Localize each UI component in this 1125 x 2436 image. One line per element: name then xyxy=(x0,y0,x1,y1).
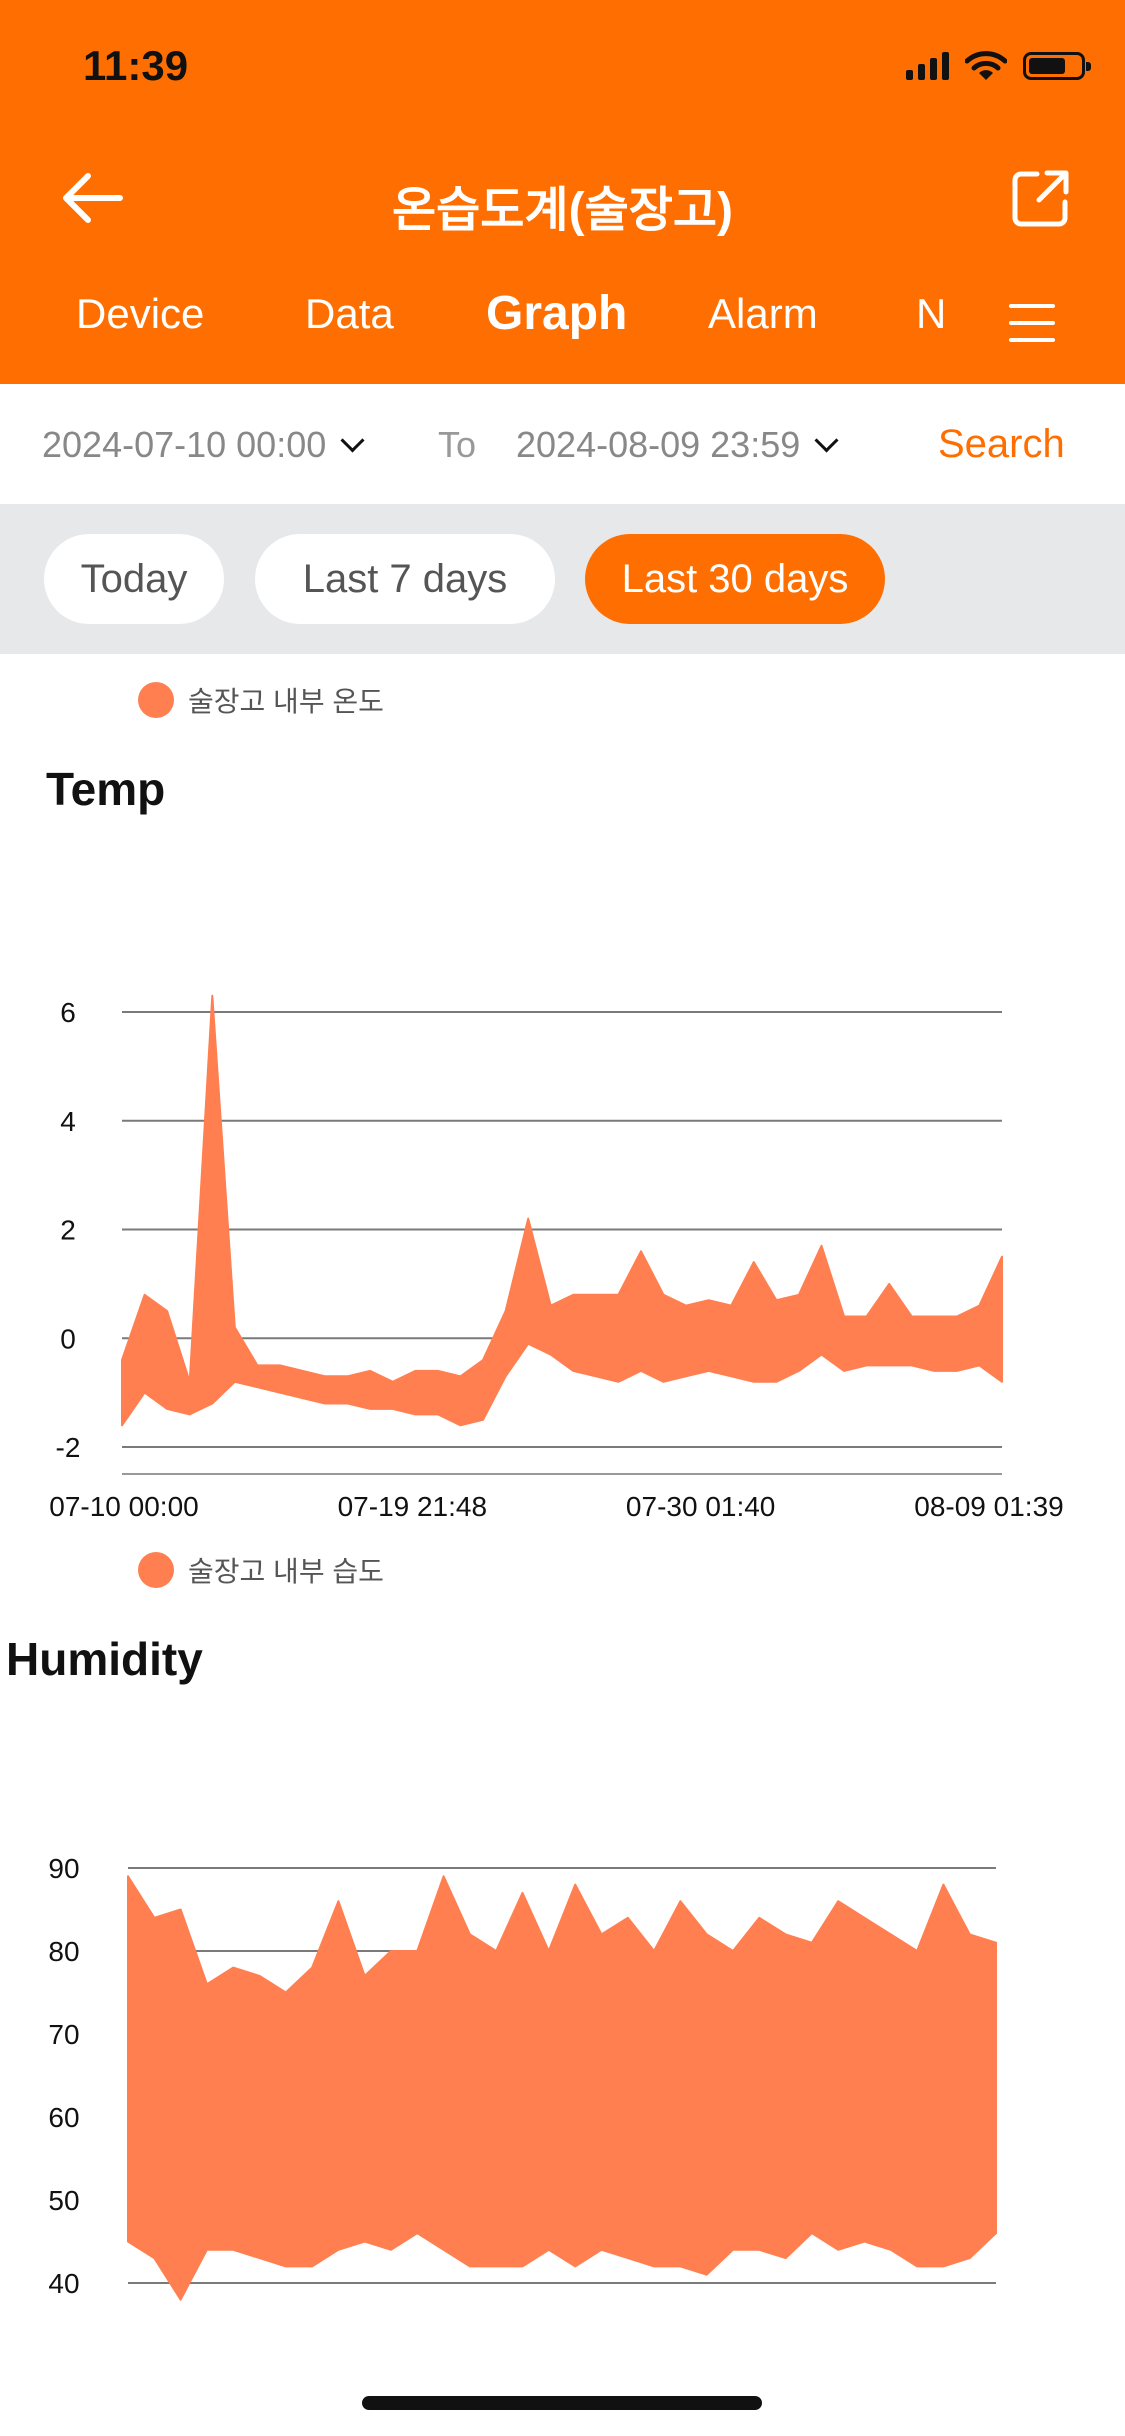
app-header: 11:39 온습도계(술장고) Device Data Graph Alarm … xyxy=(0,0,1125,384)
hamburger-menu-icon[interactable] xyxy=(1009,304,1055,344)
tab-bar: Device Data Graph Alarm N xyxy=(0,287,1125,360)
cellular-signal-icon xyxy=(906,52,949,80)
end-date-value: 2024-08-09 23:59 xyxy=(516,424,801,465)
page-title: 온습도계(술장고) xyxy=(391,184,734,237)
x-tick-label: 07-10 00:00 xyxy=(49,1491,198,1522)
legend-label: 술장고 내부 온도 xyxy=(188,686,384,717)
y-tick-label: 50 xyxy=(48,2185,79,2216)
y-tick-label: 40 xyxy=(48,2268,79,2299)
tab-alarm[interactable]: Alarm xyxy=(708,290,818,337)
to-label: To xyxy=(438,424,477,465)
last-30-days-button[interactable]: Last 30 days xyxy=(585,534,885,624)
date-range-bar: 2024-07-10 00:00 To 2024-08-09 23:59 Sea… xyxy=(0,384,1125,504)
humidity-chart: 90 80 70 60 50 40 xyxy=(48,1853,997,2301)
y-tick-label: 4 xyxy=(60,1106,76,1137)
share-icon[interactable] xyxy=(1011,168,1071,228)
wifi-icon xyxy=(965,51,1007,80)
y-tick-label: 6 xyxy=(60,997,76,1028)
humidity-chart-title: Humidity xyxy=(6,1633,203,1685)
legend-swatch xyxy=(138,682,174,718)
x-tick-label: 08-09 01:39 xyxy=(914,1491,1063,1522)
x-tick-label: 07-30 01:40 xyxy=(626,1491,775,1522)
series-area-0 xyxy=(121,994,1003,1427)
series-area-0 xyxy=(127,1875,997,2301)
battery-icon xyxy=(1023,52,1091,80)
temp-chart-title: Temp xyxy=(46,763,166,815)
back-arrow-icon[interactable] xyxy=(58,168,128,228)
start-date-picker[interactable]: 2024-07-10 00:00 xyxy=(42,424,365,466)
x-tick-label: 07-19 21:48 xyxy=(338,1491,487,1522)
legend-swatch xyxy=(138,1552,174,1588)
today-button[interactable]: Today xyxy=(44,534,224,624)
start-date-value: 2024-07-10 00:00 xyxy=(42,424,327,465)
humidity-legend: 술장고 내부 습도 xyxy=(138,1550,384,1590)
tab-n[interactable]: N xyxy=(916,290,947,337)
y-tick-label: 90 xyxy=(48,1853,79,1884)
search-button[interactable]: Search xyxy=(938,422,1065,466)
status-time: 11:39 xyxy=(83,42,189,89)
end-date-picker[interactable]: 2024-08-09 23:59 xyxy=(516,424,839,466)
last-7-days-button[interactable]: Last 7 days xyxy=(255,534,555,624)
chevron-down-icon xyxy=(340,428,365,453)
legend-label: 술장고 내부 습도 xyxy=(188,1556,384,1587)
tab-graph[interactable]: Graph xyxy=(486,287,628,340)
y-tick-label: 60 xyxy=(48,2102,79,2133)
chevron-down-icon xyxy=(814,428,839,453)
y-tick-label: -2 xyxy=(56,1432,81,1463)
y-tick-label: 80 xyxy=(48,1936,79,1967)
tab-data[interactable]: Data xyxy=(305,290,394,337)
temp-legend: 술장고 내부 온도 xyxy=(138,680,384,720)
y-tick-label: 2 xyxy=(60,1215,76,1246)
home-indicator xyxy=(362,2396,762,2410)
quick-range-bar: Today Last 7 days Last 30 days xyxy=(0,504,1125,654)
y-tick-label: 70 xyxy=(48,2019,79,2050)
y-tick-label: 0 xyxy=(60,1323,76,1354)
temp-chart: 6 4 2 0 -2 07-10 00:00 07-19 21:48 07-30 01:40 0… xyxy=(49,994,1064,1522)
status-icons xyxy=(906,46,1091,86)
tab-device[interactable]: Device xyxy=(76,290,205,337)
